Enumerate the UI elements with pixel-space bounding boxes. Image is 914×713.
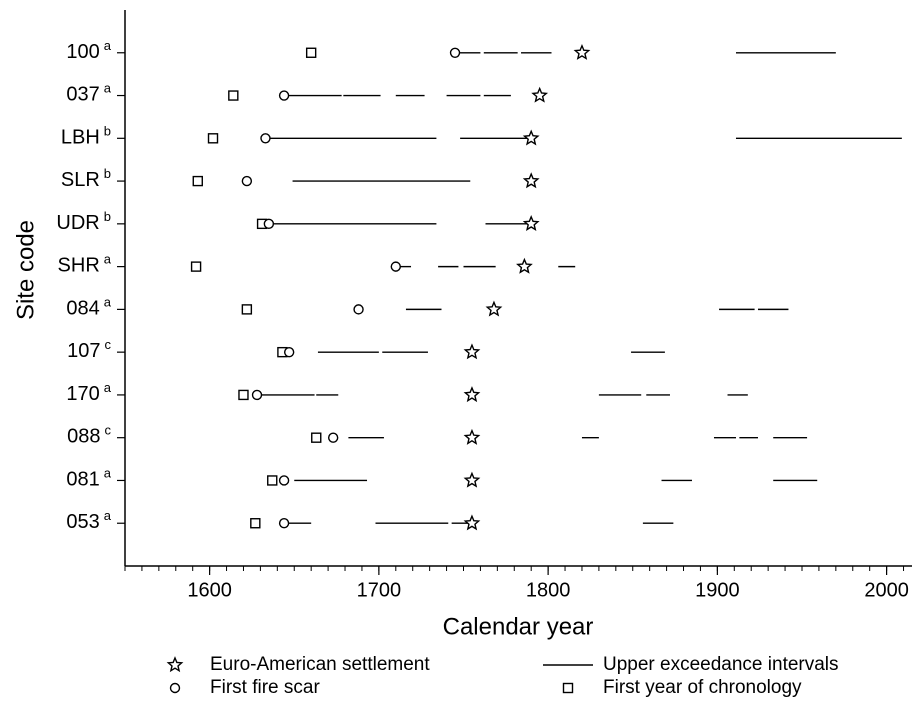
y-tick-label: SHR a xyxy=(58,252,112,277)
star-point xyxy=(463,471,481,488)
square-point xyxy=(250,518,261,529)
circle-point xyxy=(449,47,461,58)
y-tick-label: 081 a xyxy=(66,466,111,491)
site-code: 107 xyxy=(67,340,100,362)
star-point xyxy=(522,172,540,189)
square-point xyxy=(305,47,317,58)
star-point xyxy=(516,257,533,274)
y-tick-label: 037 a xyxy=(66,81,111,106)
circle-point xyxy=(353,304,364,315)
site-note: a xyxy=(104,509,112,524)
y-tick-label: 084 a xyxy=(66,295,111,320)
circle-point xyxy=(278,518,290,529)
star-point xyxy=(463,428,481,445)
site-code: 084 xyxy=(66,298,99,320)
site-code: UDR xyxy=(56,212,99,234)
y-tick-label: SLR b xyxy=(61,167,111,192)
circle-point xyxy=(278,475,290,486)
circle-point xyxy=(241,175,253,187)
site-note: b xyxy=(104,167,111,182)
star-point xyxy=(463,514,481,531)
site-note: c xyxy=(105,423,112,438)
legend-symbol xyxy=(169,682,181,694)
square-point xyxy=(192,175,203,187)
y-tick-label: 088 c xyxy=(67,423,111,448)
x-tick-label: 1700 xyxy=(357,579,402,601)
square-point xyxy=(228,90,239,101)
star-point xyxy=(485,300,503,317)
x-tick-label: 1900 xyxy=(695,579,740,601)
x-tick-label: 1600 xyxy=(187,579,232,601)
site-note: b xyxy=(104,209,111,224)
site-note: a xyxy=(104,252,112,267)
y-tick-label: 107 c xyxy=(67,338,111,363)
star-point xyxy=(522,215,540,231)
site-code: 088 xyxy=(67,426,100,448)
square-point xyxy=(267,475,278,486)
site-code: 053 xyxy=(66,512,99,534)
legend-symbol xyxy=(562,682,574,694)
y-tick-label: 100 a xyxy=(66,38,111,63)
site-code: 100 xyxy=(66,41,99,63)
y-axis-label: Site code xyxy=(12,220,39,320)
site-note: a xyxy=(104,295,112,310)
y-tick-label: 053 a xyxy=(66,509,111,534)
circle-point xyxy=(263,218,275,230)
site-code: 037 xyxy=(66,84,99,106)
y-tick-label: LBH b xyxy=(61,124,111,149)
circle-point xyxy=(260,133,271,144)
site-note: b xyxy=(104,124,111,139)
site-code: LBH xyxy=(61,127,100,149)
circle-point xyxy=(283,346,295,358)
circle-point xyxy=(251,389,263,401)
circle-point xyxy=(390,261,401,272)
site-note: a xyxy=(104,38,112,53)
circle-point xyxy=(278,90,290,101)
y-tick-label: 170 a xyxy=(66,380,111,405)
star-point xyxy=(573,43,591,60)
site-note: a xyxy=(104,81,112,96)
y-tick-label: UDR b xyxy=(56,209,111,234)
square-point xyxy=(241,304,253,315)
x-tick-label: 1800 xyxy=(526,579,571,601)
star-point xyxy=(522,129,540,146)
circle-point xyxy=(327,432,339,443)
legend-label: First year of chronology xyxy=(603,677,802,698)
star-point xyxy=(463,343,481,360)
star-point xyxy=(463,386,481,403)
square-point xyxy=(311,432,322,443)
site-code: SHR xyxy=(58,255,100,277)
site-note: a xyxy=(104,380,112,395)
square-point xyxy=(238,389,249,401)
site-code: 170 xyxy=(66,383,99,405)
legend-symbol xyxy=(166,656,184,673)
star-point xyxy=(531,86,549,103)
square-point xyxy=(190,261,202,272)
site-code: SLR xyxy=(61,169,100,191)
site-note: c xyxy=(105,338,112,353)
legend-label: Upper exceedance intervals xyxy=(603,654,839,675)
site-note: a xyxy=(104,466,112,481)
x-tick-label: 2000 xyxy=(864,579,909,601)
square-point xyxy=(207,133,219,144)
x-axis-label: Calendar year xyxy=(443,613,594,640)
legend-label: Euro-American settlement xyxy=(210,654,430,675)
site-code: 081 xyxy=(66,469,99,491)
legend-label: First fire scar xyxy=(210,677,320,698)
